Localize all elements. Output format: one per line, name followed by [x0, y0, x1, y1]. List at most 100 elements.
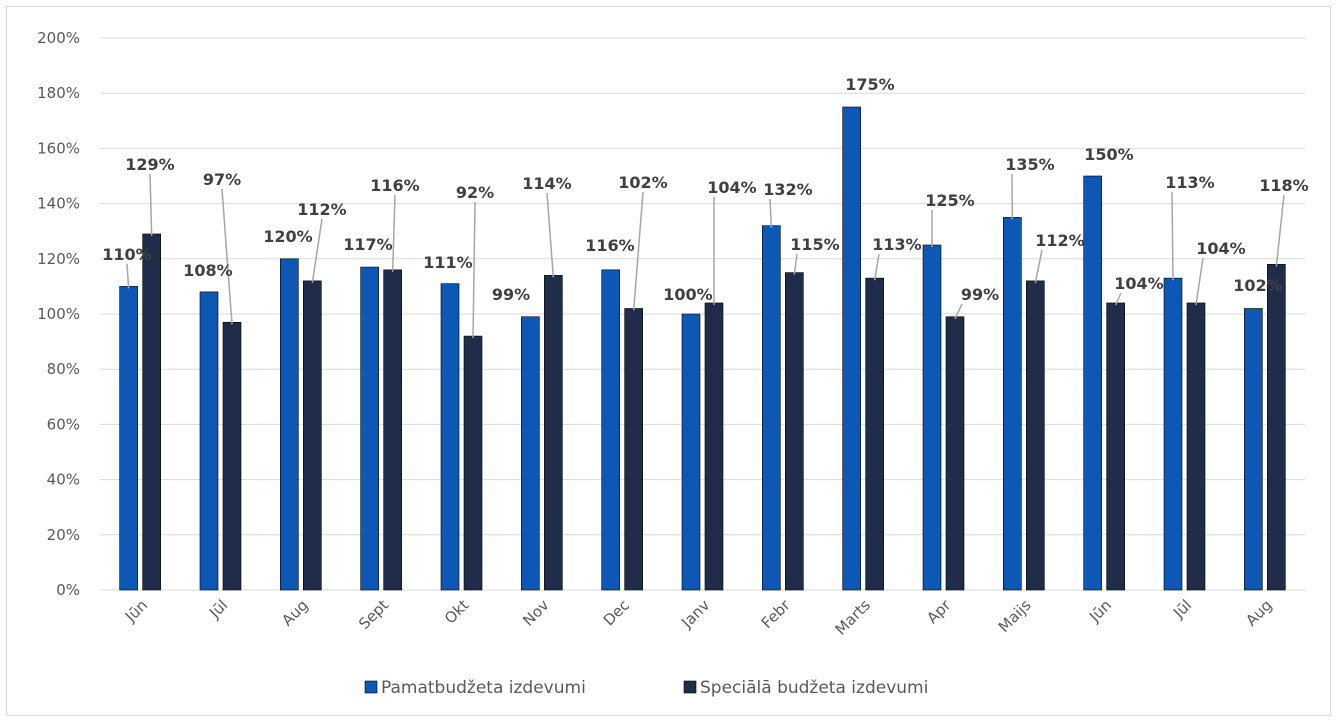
leader-line [391, 194, 396, 272]
y-tick-label: 120% [37, 250, 80, 268]
data-label: 112% [1035, 231, 1084, 250]
data-label: 150% [1084, 145, 1133, 164]
x-category-label: Apr [923, 596, 955, 628]
x-axis-category-labels: Jūn Jūl Aug Sept Okt Nov Dec Janv Febr Marts Apr Ma… [121, 596, 1276, 639]
leader-line [793, 253, 798, 275]
data-label: 118% [1259, 176, 1308, 195]
bar-specialais-budzets [383, 269, 402, 591]
data-label: 132% [763, 180, 812, 199]
bar-pamatbudzets [1083, 175, 1102, 591]
bar-pamatbudzets [842, 106, 861, 591]
data-label: 129% [125, 155, 174, 174]
x-category-label: Nov [519, 596, 553, 630]
data-label: 117% [343, 235, 392, 254]
legend-swatch [364, 680, 378, 694]
bar-specialais-budzets [624, 308, 643, 591]
data-label: 104% [1196, 239, 1245, 258]
bar-specialais-budzets [1186, 302, 1206, 591]
data-label: 102% [1233, 276, 1282, 295]
data-label: 114% [522, 174, 571, 193]
leader-line [632, 191, 644, 311]
bar-pamatbudzets [762, 225, 781, 591]
leader-line [221, 188, 233, 325]
data-label: 97% [203, 170, 241, 189]
leader-line [1195, 257, 1204, 306]
y-axis-tick-labels: 0% 20% 40% 60% 80% 100% 120% 140% 160% 180% 200% [37, 29, 80, 599]
bar-specialais-budzets [1267, 264, 1286, 591]
leader-line [1275, 194, 1285, 267]
leader-line [472, 201, 476, 339]
bars [119, 106, 1286, 591]
leader-line [954, 303, 963, 320]
bar-specialais-budzets [945, 316, 965, 591]
bar-pamatbudzets [1003, 217, 1022, 591]
x-category-label: Sept [355, 596, 392, 633]
y-tick-label: 40% [47, 471, 80, 489]
data-label: 99% [961, 285, 999, 304]
data-label: 116% [370, 176, 419, 195]
bar-specialais-budzets [463, 335, 483, 591]
x-category-label: Okt [441, 596, 472, 627]
data-label: 125% [925, 191, 974, 210]
legend-label: Pamatbudžeta izdevumi [381, 678, 586, 698]
x-category-label: Jūn [1085, 596, 1115, 626]
legend: Pamatbudžeta izdevumi Speciālā budžeta iz… [364, 678, 928, 698]
leader-line [1114, 292, 1122, 306]
x-category-label: Aug [1242, 596, 1275, 629]
y-tick-label: 160% [37, 139, 80, 157]
gridlines [100, 37, 1305, 591]
bar-specialais-budzets [303, 280, 322, 591]
label-leader-lines [126, 173, 1285, 339]
bar-specialais-budzets [544, 275, 563, 591]
bar-specialais-budzets [222, 321, 242, 591]
data-label: 99% [492, 285, 530, 304]
legend-label: Speciālā budžeta izdevumi [700, 678, 928, 698]
y-tick-label: 20% [47, 526, 80, 544]
data-label: 112% [297, 200, 346, 219]
y-tick-label: 180% [37, 84, 80, 102]
x-category-label: Jūl [1169, 596, 1195, 622]
data-label: 113% [872, 235, 921, 254]
legend-swatch [683, 680, 697, 694]
data-label: 100% [663, 285, 712, 304]
bar-specialais-budzets [1106, 302, 1125, 591]
data-label: 175% [845, 75, 894, 94]
x-category-label: Febr [758, 596, 794, 632]
data-label: 115% [790, 235, 839, 254]
data-label: 113% [1165, 173, 1214, 192]
bar-pamatbudzets [1244, 308, 1263, 591]
bar-specialais-budzets [142, 233, 161, 591]
leader-line [1034, 249, 1043, 284]
data-label: 135% [1005, 155, 1054, 174]
bar-pamatbudzets [440, 283, 460, 591]
y-tick-label: 80% [47, 360, 80, 378]
y-tick-label: 60% [47, 415, 80, 433]
data-label: 104% [707, 178, 756, 197]
y-tick-label: 0% [56, 581, 80, 599]
data-label: 92% [456, 183, 494, 202]
leader-line [769, 198, 773, 228]
x-category-label: Marts [832, 596, 875, 639]
leader-line [1171, 191, 1174, 281]
bar-pamatbudzets [1163, 277, 1183, 591]
bar-specialais-budzets [865, 277, 884, 591]
y-tick-label: 200% [37, 29, 80, 47]
x-category-label: Aug [278, 596, 311, 629]
data-label: 111% [423, 253, 472, 272]
bar-pamatbudzets [199, 291, 219, 591]
y-tick-label: 100% [37, 305, 80, 323]
bar-pamatbudzets [601, 269, 620, 591]
bar-pamatbudzets [280, 258, 299, 591]
data-label: 104% [1114, 274, 1163, 293]
leader-line [126, 263, 130, 289]
bar-pamatbudzets [360, 266, 379, 591]
x-category-label: Jūl [205, 596, 231, 622]
data-labels: 110% 129% 108% 97% 120% 112% 117% 116% 111% 92% 99… [102, 75, 1308, 304]
bar-pamatbudzets [922, 244, 942, 591]
bar-specialais-budzets [704, 302, 724, 591]
data-label: 116% [585, 236, 634, 255]
data-label: 110% [102, 245, 151, 264]
leader-line [311, 218, 323, 283]
x-category-label: Dec [600, 596, 633, 629]
